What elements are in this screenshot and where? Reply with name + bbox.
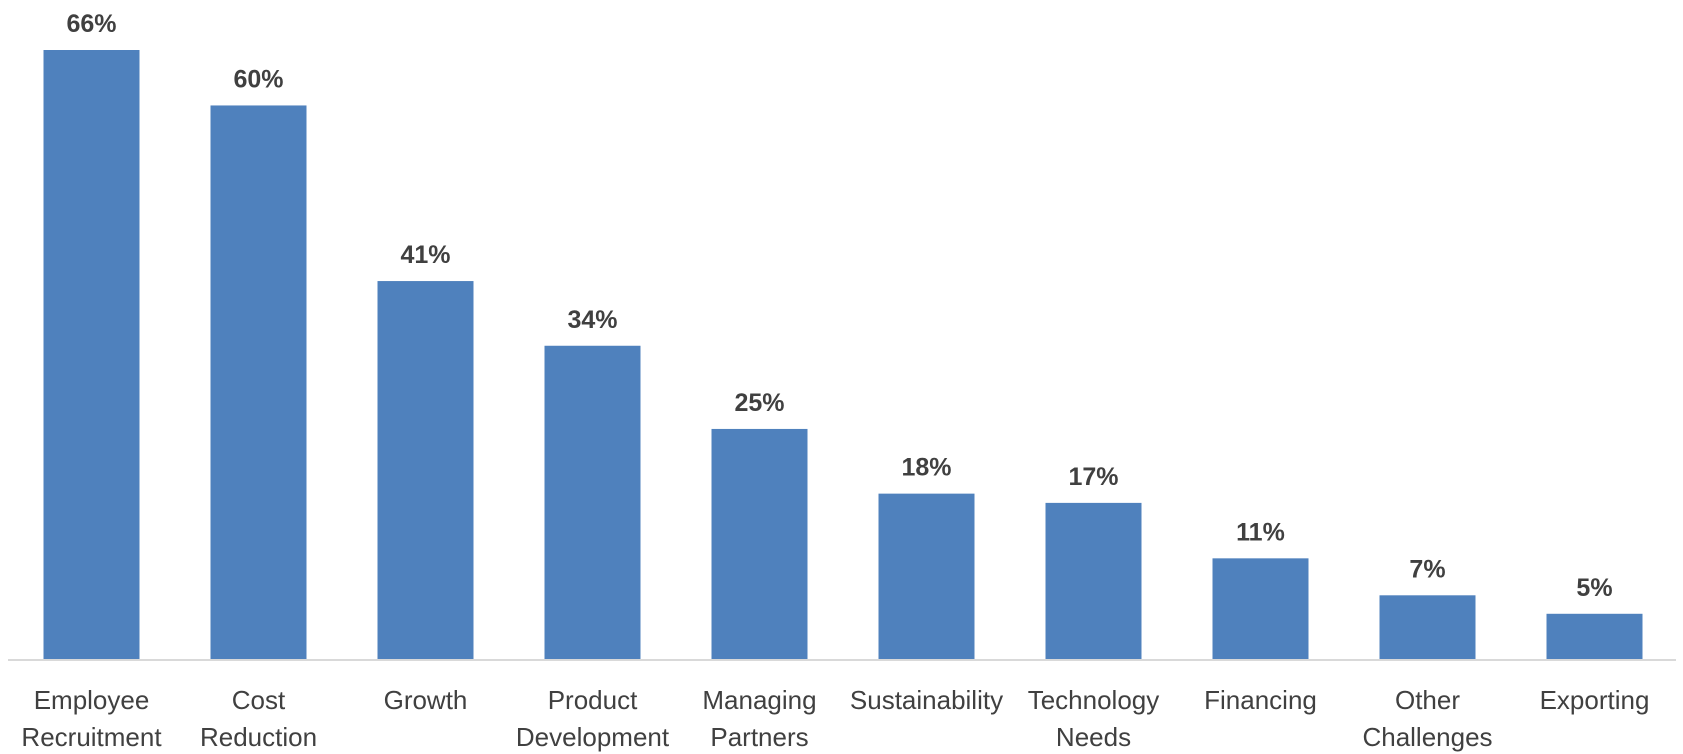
value-labels-group: 66% 60% 41% 34% 25% 18% 17% 11% 7% 5% <box>66 10 1612 602</box>
category-label-line: Sustainability <box>850 685 1003 715</box>
bar-6 <box>1045 502 1142 660</box>
value-label-5: 18% <box>901 454 951 482</box>
bar-7 <box>1212 558 1309 660</box>
bar-0 <box>43 50 140 660</box>
category-label-line: Recruitment <box>21 722 162 752</box>
category-labels-group: Employee Recruitment Cost Reduction Growth Pr… <box>21 685 1649 752</box>
value-label-7: 11% <box>1236 518 1285 546</box>
category-label-line: Growth <box>384 685 468 715</box>
category-label-line: Challenges <box>1362 722 1492 752</box>
category-label-line: Reduction <box>200 722 317 752</box>
value-label-1: 60% <box>233 65 283 93</box>
bar-2 <box>377 281 474 660</box>
category-label-7: Financing <box>1204 685 1317 715</box>
value-label-8: 7% <box>1409 555 1445 583</box>
category-label-line: Development <box>516 722 670 752</box>
category-label-line: Exporting <box>1540 685 1650 715</box>
value-label-3: 34% <box>567 306 617 334</box>
category-label-line: Managing <box>702 685 816 715</box>
value-label-0: 66% <box>66 10 116 38</box>
category-label-0: Employee Recruitment <box>21 685 162 752</box>
category-label-line: Other <box>1395 685 1460 715</box>
category-label-line: Technology <box>1028 685 1160 715</box>
category-label-8: Other Challenges <box>1362 685 1492 752</box>
category-label-line: Needs <box>1056 722 1131 752</box>
category-label-line: Product <box>548 685 638 715</box>
category-label-6: Technology Needs <box>1028 685 1160 752</box>
value-label-2: 41% <box>400 241 450 269</box>
category-label-3: Product Development <box>516 685 670 752</box>
bar-1 <box>210 105 307 661</box>
category-label-9: Exporting <box>1540 685 1650 715</box>
category-label-line: Employee <box>34 685 150 715</box>
bar-8 <box>1379 595 1476 660</box>
category-label-4: Managing Partners <box>702 685 816 752</box>
value-label-4: 25% <box>734 389 784 417</box>
category-label-5: Sustainability <box>850 685 1003 715</box>
category-label-2: Growth <box>384 685 468 715</box>
bar-3 <box>544 345 641 660</box>
bar-9 <box>1546 613 1643 660</box>
value-label-9: 5% <box>1576 574 1612 602</box>
bar-5 <box>878 493 975 660</box>
bar-4 <box>711 428 808 660</box>
bars-group <box>43 50 1643 661</box>
value-label-6: 17% <box>1068 463 1118 491</box>
category-label-line: Partners <box>710 722 808 752</box>
category-label-line: Cost <box>232 685 286 715</box>
category-label-1: Cost Reduction <box>200 685 317 752</box>
category-label-line: Financing <box>1204 685 1317 715</box>
